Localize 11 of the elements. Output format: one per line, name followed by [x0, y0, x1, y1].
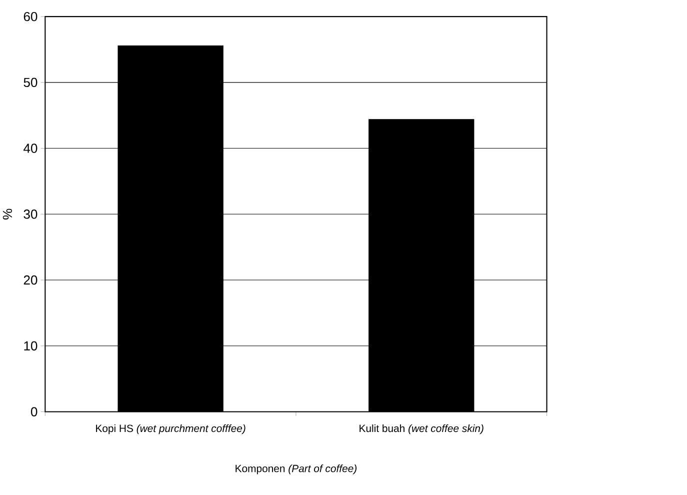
x-axis-title: Komponen (Part of coffee) [236, 464, 356, 474]
y-tick-label: 0 [30, 407, 38, 417]
y-tick-label: 50 [24, 78, 38, 88]
y-tick-label: 20 [24, 276, 38, 285]
x-tick-label: Kopi HS (wet purchment cofffee) [96, 424, 246, 434]
y-tick-label: 40 [24, 144, 38, 154]
y-axis-title: % [2, 209, 12, 220]
y-tick-label: 10 [24, 341, 38, 351]
x-tick-label: Kulit buah (wet coffee skin) [360, 424, 484, 434]
y-tick-label: 30 [24, 210, 38, 219]
y-tick-label: 60 [24, 12, 38, 22]
